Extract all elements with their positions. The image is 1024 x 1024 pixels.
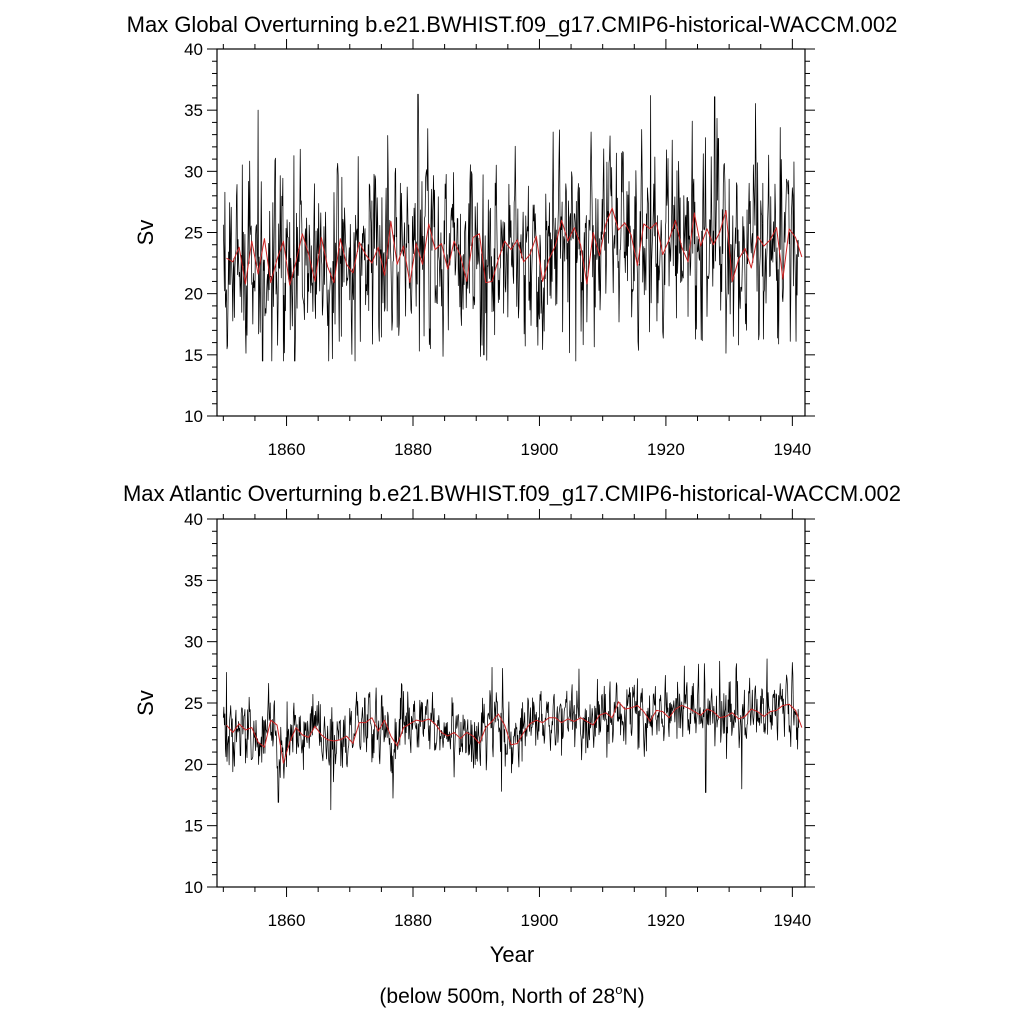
global-axes: 10 15 20 25 30 35 40 1860 1880 1900 1920 1940 [184,39,815,459]
atlantic-x-tick-label: 1880 [394,911,432,930]
atlantic-y-tick-label: 15 [184,817,203,836]
atlantic-x-tick-label: 1920 [647,911,685,930]
global-monthly-series-line [222,93,800,362]
atlantic-y-tick-label: 40 [184,510,203,529]
atlantic-monthly-series-line [222,658,800,811]
global-y-tick-label: 40 [184,40,203,59]
region-footnote: (below 500m, North of 28oN) [379,982,644,1008]
global-plot-frame [216,48,806,417]
atlantic-series [222,658,803,811]
global-x-tick-label: 1900 [521,440,559,459]
footnote-prefix: (below 500m, North of 28 [379,985,615,1008]
global-series [222,93,803,362]
global-y-tick-label: 30 [184,162,203,181]
atlantic-plot-frame [216,518,806,888]
atlantic-y-tick-label: 30 [184,633,203,652]
global-y-tick-label: 10 [184,407,203,426]
global-y-tick-label: 15 [184,346,203,365]
atlantic-overturning-panel: Max Atlantic Overturning b.e21.BWHIST.f0… [123,481,901,967]
global-x-tick-label: 1940 [773,440,811,459]
atlantic-x-tick-label: 1860 [268,911,306,930]
atlantic-y-tick-label: 20 [184,755,203,774]
global-y-tick-label: 25 [184,224,203,243]
global-x-tick-label: 1880 [394,440,432,459]
atlantic-axes: 10 15 20 25 30 35 40 1860 1880 1900 1920 1940 [184,509,815,930]
atlantic-annual-mean-line [226,701,803,764]
atlantic-x-tick-label: 1900 [521,911,559,930]
global-x-tick-label: 1920 [647,440,685,459]
atlantic-y-tick-label: 25 [184,694,203,713]
global-overturning-panel: Max Global Overturning b.e21.BWHIST.f09_… [127,12,898,459]
footnote-suffix: N) [622,985,644,1008]
atlantic-y-axis-label: Sv [133,690,158,716]
global-annual-mean-line [226,207,803,286]
global-y-tick-label: 20 [184,285,203,304]
global-y-tick-label: 35 [184,101,203,120]
atlantic-chart-title: Max Atlantic Overturning b.e21.BWHIST.f0… [123,481,901,506]
x-axis-label: Year [490,942,534,967]
degree-superscript: o [615,982,622,997]
atlantic-x-tick-label: 1940 [773,911,811,930]
global-x-tick-label: 1860 [268,440,306,459]
global-chart-title: Max Global Overturning b.e21.BWHIST.f09_… [127,12,898,37]
global-y-axis-label: Sv [133,220,158,246]
atlantic-y-tick-label: 10 [184,878,203,897]
atlantic-y-tick-label: 35 [184,571,203,590]
